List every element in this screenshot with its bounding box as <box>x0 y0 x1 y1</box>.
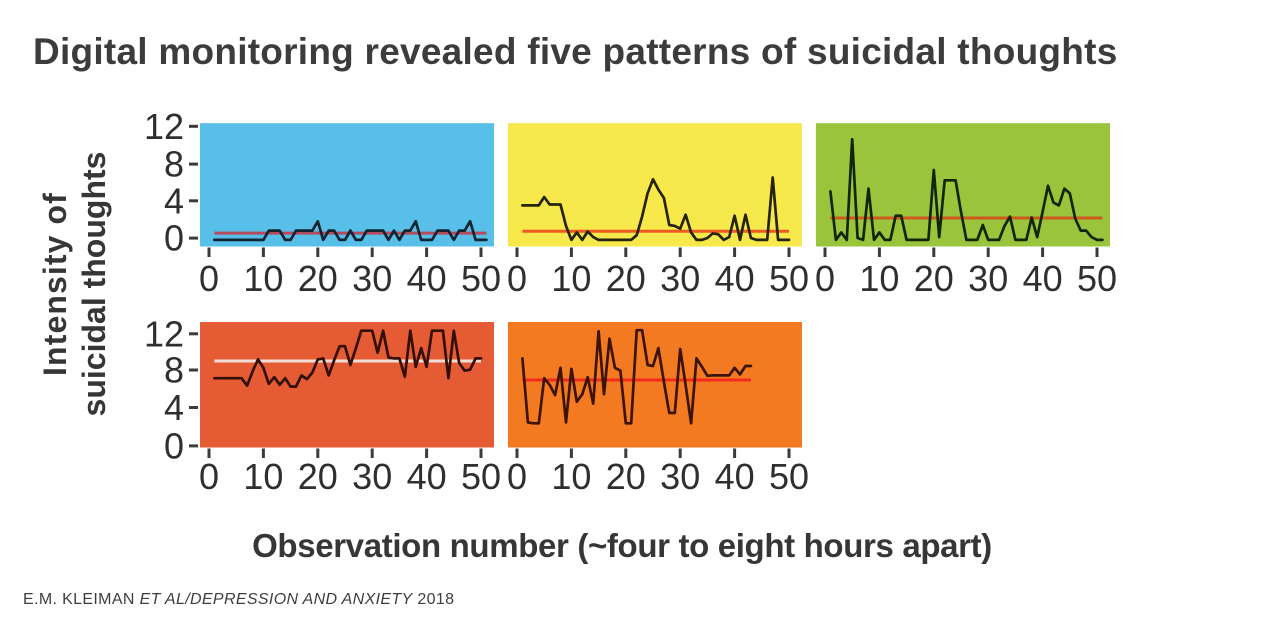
svg-text:10: 10 <box>859 258 899 299</box>
svg-text:40: 40 <box>407 456 447 497</box>
svg-text:Intensity ofsuicidal thoughts: Intensity ofsuicidal thoughts <box>37 152 112 417</box>
svg-text:40: 40 <box>407 258 447 299</box>
svg-text:20: 20 <box>914 258 954 299</box>
svg-text:50: 50 <box>1077 258 1117 299</box>
svg-text:0: 0 <box>199 456 219 497</box>
svg-text:0: 0 <box>507 258 527 299</box>
svg-text:30: 30 <box>352 456 392 497</box>
svg-text:40: 40 <box>1023 258 1063 299</box>
svg-text:0: 0 <box>507 456 527 497</box>
svg-text:Digital monitoring revealed fi: Digital monitoring revealed five pattern… <box>33 31 1118 72</box>
svg-text:4: 4 <box>164 387 184 428</box>
svg-text:20: 20 <box>298 456 338 497</box>
svg-text:8: 8 <box>164 144 184 185</box>
svg-text:40: 40 <box>715 456 755 497</box>
svg-text:20: 20 <box>298 258 338 299</box>
svg-text:4: 4 <box>164 180 184 221</box>
svg-text:30: 30 <box>968 258 1008 299</box>
svg-text:10: 10 <box>243 258 283 299</box>
svg-text:50: 50 <box>769 258 809 299</box>
svg-text:50: 50 <box>461 258 501 299</box>
svg-text:50: 50 <box>769 456 809 497</box>
svg-text:0: 0 <box>164 218 184 259</box>
svg-text:50: 50 <box>461 456 501 497</box>
svg-text:8: 8 <box>164 350 184 391</box>
svg-text:12: 12 <box>144 106 184 147</box>
svg-text:30: 30 <box>660 456 700 497</box>
svg-text:30: 30 <box>660 258 700 299</box>
svg-text:0: 0 <box>815 258 835 299</box>
svg-text:10: 10 <box>551 258 591 299</box>
svg-text:E.M. KLEIMAN ET AL/DEPRESSION: E.M. KLEIMAN ET AL/DEPRESSION AND ANXIET… <box>23 591 454 608</box>
svg-text:Observation number (~four to e: Observation number (~four to eight hours… <box>252 527 992 564</box>
svg-text:20: 20 <box>606 456 646 497</box>
svg-text:10: 10 <box>551 456 591 497</box>
svg-text:30: 30 <box>352 258 392 299</box>
svg-text:0: 0 <box>164 425 184 466</box>
svg-text:10: 10 <box>243 456 283 497</box>
svg-text:0: 0 <box>199 258 219 299</box>
svg-text:12: 12 <box>144 313 184 354</box>
svg-text:20: 20 <box>606 258 646 299</box>
svg-text:40: 40 <box>715 258 755 299</box>
